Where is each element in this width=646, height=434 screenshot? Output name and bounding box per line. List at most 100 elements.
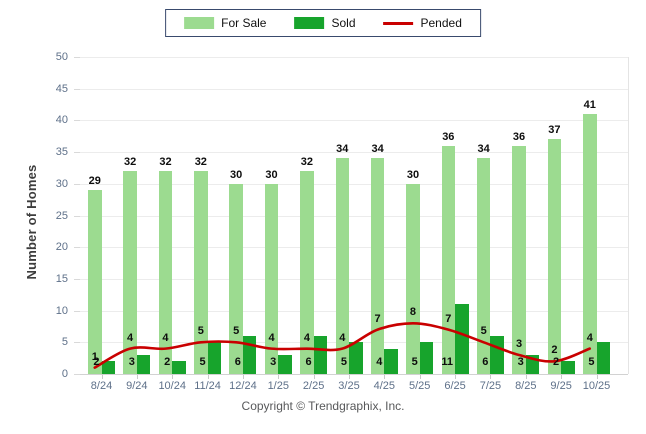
for-sale-value-label: 41 (583, 99, 596, 112)
x-tick-label: 4/25 (373, 380, 396, 392)
y-tick (74, 278, 80, 280)
y-tick-label: 10 (55, 304, 68, 317)
y-tick-label: 0 (61, 368, 68, 380)
for-sale-bar (194, 171, 208, 374)
x-tick (525, 375, 527, 379)
pended-value-label: 5 (197, 325, 204, 338)
x-tick (349, 375, 350, 379)
y-tick (74, 310, 80, 312)
x-tick (136, 375, 138, 379)
for-sale-value-label: 30 (265, 168, 278, 181)
legend: For Sale Sold Pended (165, 9, 481, 37)
for-sale-bar (406, 183, 420, 374)
x-tick (242, 375, 244, 379)
for-sale-value-label: 32 (123, 156, 137, 169)
x-tick-label: 8/24 (90, 380, 113, 392)
gridline (80, 57, 628, 58)
x-tick (172, 375, 174, 379)
legend-item-sold: Sold (294, 17, 356, 29)
copyright-text: Copyright © Trendgraphix, Inc. (241, 399, 405, 413)
sold-value-label: 5 (411, 356, 418, 368)
plot-right-border (628, 57, 629, 374)
for-sale-value-label: 34 (336, 143, 349, 156)
y-tick-label: 35 (55, 146, 68, 159)
x-tick-label: 7/25 (479, 380, 502, 392)
y-tick-label: 5 (61, 336, 68, 349)
gridline (80, 88, 628, 90)
sold-value-label: 2 (553, 356, 560, 368)
for-sale-value-label: 30 (230, 168, 243, 181)
x-tick-label: 3/25 (338, 380, 360, 392)
gridline (80, 152, 628, 154)
pended-value-label: 5 (480, 325, 487, 338)
sold-value-label: 3 (517, 356, 524, 368)
x-tick (207, 375, 209, 379)
pended-value-label: 7 (445, 312, 452, 325)
sold-value-label: 6 (482, 356, 489, 368)
x-tick (101, 375, 103, 379)
pended-value-label: 3 (515, 337, 523, 350)
y-tick (74, 215, 80, 217)
gridline (80, 183, 628, 185)
x-tick-label: 5/25 (408, 380, 431, 392)
pended-value-label: 4 (339, 331, 346, 344)
for-sale-swatch (184, 17, 215, 29)
for-sale-bar (476, 158, 491, 374)
gridline (80, 215, 628, 217)
y-tick-label: 50 (55, 51, 68, 63)
pended-value-label: 4 (303, 331, 310, 344)
for-sale-value-label: 36 (442, 130, 455, 143)
y-tick (74, 374, 80, 375)
sold-value-label: 3 (128, 356, 135, 368)
for-sale-bar (441, 145, 456, 374)
y-tick (74, 183, 80, 185)
x-tick-label: 1/25 (267, 380, 289, 392)
legend-item-pended: Pended (383, 17, 462, 29)
x-tick (278, 375, 280, 379)
pended-value-label: 7 (374, 312, 381, 325)
sold-value-label: 5 (340, 356, 347, 368)
pended-value-label: 4 (162, 331, 169, 344)
pended-value-label: 1 (91, 350, 98, 363)
sold-swatch (294, 17, 325, 29)
sold-value-label: 11 (441, 356, 454, 368)
sold-value-label: 6 (305, 356, 312, 368)
x-tick-label: 9/25 (550, 380, 572, 392)
for-sale-bar (335, 158, 349, 374)
x-tick (596, 375, 598, 379)
x-tick (561, 375, 563, 379)
legend-label-for-sale: For Sale (221, 16, 267, 30)
pended-value-label: 4 (586, 331, 593, 344)
for-sale-bar (583, 114, 597, 374)
y-tick-label: 40 (55, 114, 68, 127)
x-tick (419, 375, 421, 379)
for-sale-value-label: 30 (406, 168, 420, 181)
x-tick (313, 375, 315, 379)
y-tick-label: 30 (55, 177, 68, 190)
y-tick (74, 57, 80, 58)
y-tick (74, 152, 80, 154)
sold-bar (490, 335, 504, 374)
for-sale-bar (547, 139, 562, 374)
y-tick (74, 120, 80, 122)
y-tick-label: 25 (55, 209, 68, 222)
x-tick (490, 375, 492, 379)
y-tick (74, 342, 80, 344)
pended-value-label: 8 (409, 306, 417, 319)
gridline (80, 310, 628, 312)
sold-bar (242, 335, 257, 374)
for-sale-value-label: 32 (300, 156, 314, 169)
sold-value-label: 2 (164, 356, 171, 368)
pended-value-label: 5 (233, 325, 240, 338)
x-tick-label: 10/25 (582, 380, 611, 392)
x-tick-label: 6/25 (444, 380, 466, 392)
for-sale-value-label: 29 (88, 175, 101, 188)
x-tick (384, 375, 386, 379)
y-tick (74, 247, 80, 249)
for-sale-bar (88, 190, 102, 374)
legend-item-for-sale: For Sale (184, 17, 266, 29)
y-tick-label: 15 (55, 272, 68, 285)
baseline (80, 374, 628, 375)
pended-value-label: 4 (127, 331, 134, 344)
